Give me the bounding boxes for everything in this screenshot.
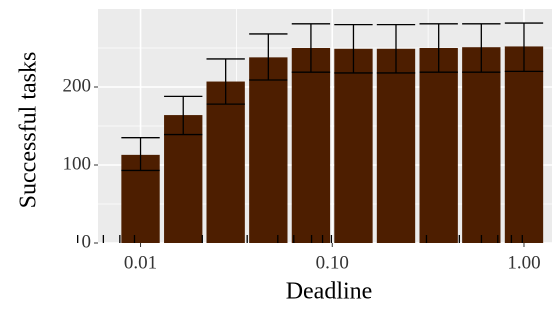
bars-group (121, 46, 544, 243)
bar (376, 48, 416, 243)
y-tick-label: 200 (63, 75, 92, 96)
bar (504, 46, 544, 243)
x-tick-label: 0.01 (124, 252, 157, 273)
axes-group: 0 100 200 0.01 0.10 1.00 (63, 75, 541, 273)
bar (249, 57, 288, 243)
x-tick-label: 0.10 (316, 252, 349, 273)
y-tick-label: 0 (82, 231, 92, 252)
bar (164, 115, 203, 243)
bar (291, 48, 331, 243)
rug-ticks-group (77, 235, 523, 243)
bar (206, 81, 245, 243)
x-tick-label: 1.00 (507, 252, 540, 273)
error-bars-group (121, 22, 544, 172)
bar (334, 48, 373, 243)
y-tick-label: 100 (63, 153, 92, 174)
x-axis-title: Deadline (286, 279, 373, 305)
bar (462, 47, 501, 243)
y-axis-title: Successful tasks (16, 52, 42, 209)
bar (419, 48, 458, 243)
